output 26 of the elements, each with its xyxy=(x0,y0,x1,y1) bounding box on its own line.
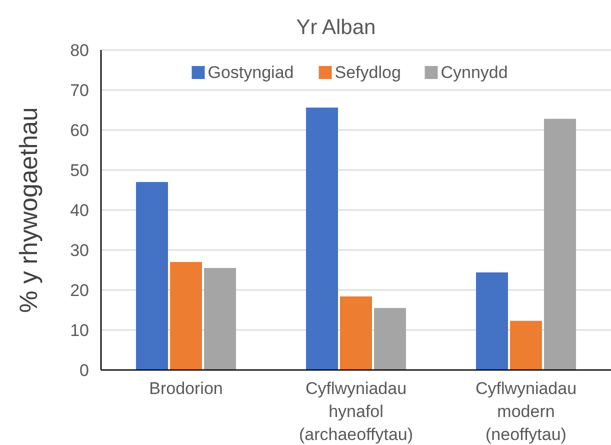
y-tick-label: 10 xyxy=(70,320,89,340)
chart-title: Yr Alban xyxy=(296,16,376,39)
bar xyxy=(374,308,406,370)
bar xyxy=(136,182,168,370)
x-tick-label: Cyflwyniadau modern (neoffytau) xyxy=(475,378,577,444)
y-tick-label: 40 xyxy=(70,200,89,220)
legend-label: Sefydlog xyxy=(334,62,401,82)
legend-label: Cynnydd xyxy=(440,62,508,82)
y-tick-label: 0 xyxy=(80,360,89,380)
y-tick-label: 30 xyxy=(70,240,89,260)
bar xyxy=(510,320,542,370)
bar xyxy=(170,262,202,370)
y-axis-title: % y rhywogaethau xyxy=(15,107,43,313)
bar xyxy=(340,296,372,370)
x-tick-label: Brodorion xyxy=(149,378,223,398)
y-tick-label: 50 xyxy=(70,160,89,180)
legend-label: Gostyngiad xyxy=(208,62,294,82)
bar xyxy=(306,108,338,370)
y-tick-label: 80 xyxy=(70,40,89,60)
y-tick-label: 60 xyxy=(70,120,89,140)
bar xyxy=(204,268,236,370)
bar xyxy=(476,272,508,370)
y-tick-label: 20 xyxy=(70,280,89,300)
x-tick-label: Cyflwyniadau hynafol (archaeoffytau) xyxy=(298,378,414,444)
bar xyxy=(544,118,576,370)
y-tick-label: 70 xyxy=(70,80,89,100)
